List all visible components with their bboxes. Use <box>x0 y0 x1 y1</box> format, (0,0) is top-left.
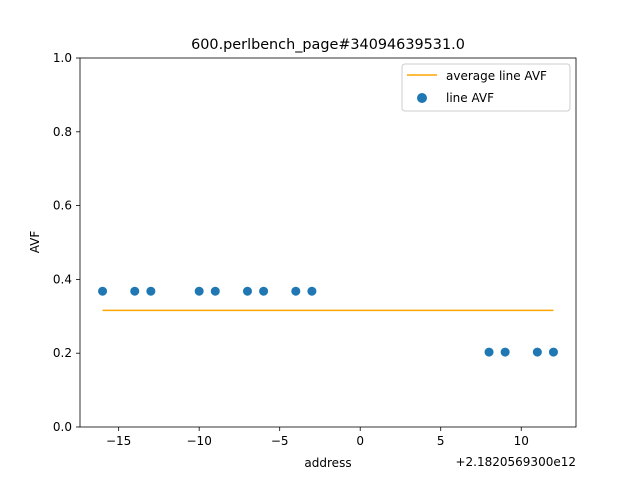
axes-layer: −15 −10 −5 0 5 10 0.0 0.2 0.4 0.6 0.8 1.0 <box>53 51 529 448</box>
y-tick-label: 0.2 <box>53 346 72 360</box>
avf-data-point <box>484 347 494 357</box>
avf-data-point <box>98 286 108 296</box>
avf-data-point <box>500 347 510 357</box>
x-tick-label: 5 <box>437 434 445 448</box>
x-tick-label: −10 <box>187 434 212 448</box>
avf-data-point <box>146 286 156 296</box>
legend-line-avf-label: line AVF <box>446 91 494 105</box>
y-tick-label: 0.8 <box>53 125 72 139</box>
avf-data-point <box>291 286 301 296</box>
y-axis-label: AVF <box>28 231 42 254</box>
x-axis-label: address <box>304 456 351 470</box>
marks-layer <box>98 286 558 357</box>
avf-data-point <box>532 347 542 357</box>
x-tick-label: −15 <box>106 434 131 448</box>
legend: average line AVF line AVF <box>401 63 571 112</box>
y-tick-label: 0.4 <box>53 272 72 286</box>
y-tick-label: 0.0 <box>53 420 72 434</box>
avf-data-point <box>242 286 252 296</box>
avf-data-point <box>307 286 317 296</box>
avf-data-point <box>210 286 220 296</box>
y-tick-label: 1.0 <box>53 51 72 65</box>
x-tick-label: 10 <box>514 434 529 448</box>
avf-data-point <box>548 347 558 357</box>
avf-data-point <box>130 286 140 296</box>
plot-area-frame <box>79 57 577 428</box>
avf-data-point <box>259 286 269 296</box>
legend-line-avf-swatch <box>417 93 427 103</box>
x-tick-label: 0 <box>356 434 364 448</box>
legend-box <box>401 63 571 112</box>
legend-average-line-label: average line AVF <box>446 69 547 83</box>
plot-area-background <box>80 58 576 427</box>
x-axis-offset-label: +2.1820569300e12 <box>455 455 576 469</box>
x-tick-label: −5 <box>271 434 289 448</box>
avf-data-point <box>194 286 204 296</box>
y-tick-label: 0.6 <box>53 199 72 213</box>
chart-title: 600.perlbench_page#34094639531.0 <box>191 37 465 53</box>
